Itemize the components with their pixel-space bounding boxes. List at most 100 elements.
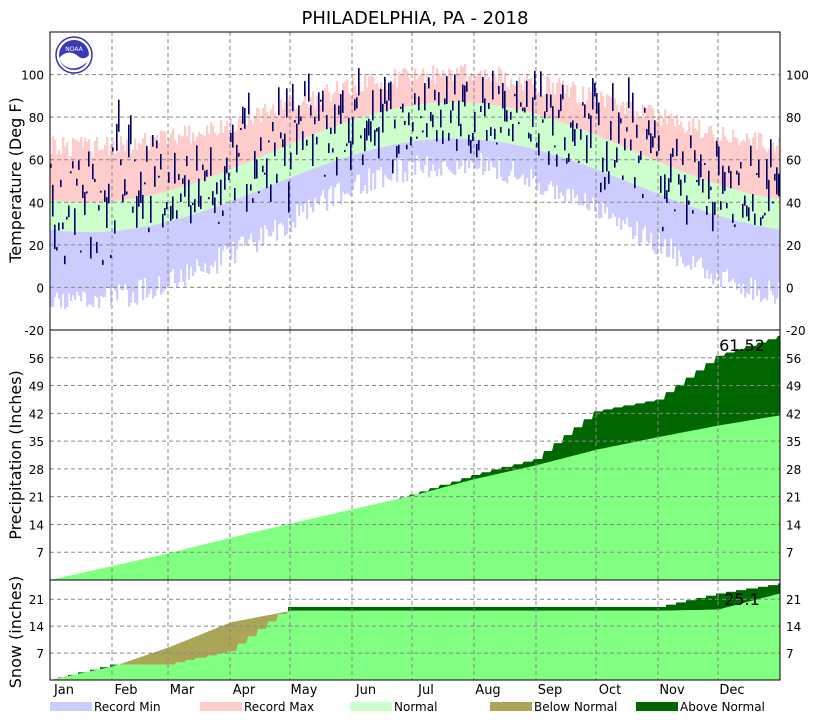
record-min-bar — [96, 231, 99, 298]
record-min-bar — [222, 204, 225, 251]
snow-above-normal-bar — [660, 606, 663, 611]
normal-bar — [410, 105, 413, 142]
observed-temp-bar — [398, 144, 400, 154]
observed-temp-bar — [356, 97, 358, 109]
normal-bar — [250, 161, 253, 194]
snow-below-normal-bar — [190, 638, 193, 661]
observed-temp-bar — [660, 175, 662, 193]
normal-bar — [672, 167, 675, 200]
normal-bar — [186, 185, 189, 217]
record-max-bar — [702, 136, 705, 180]
record-max-bar — [558, 78, 561, 122]
normal-bar — [778, 199, 781, 230]
record-min-bar — [308, 170, 311, 200]
normal-bar — [520, 110, 523, 147]
observed-temp-bar — [126, 191, 128, 195]
observed-temp-bar — [596, 93, 598, 114]
record-min-bar — [356, 153, 359, 175]
record-max-bar — [738, 144, 741, 191]
record-min-bar — [560, 156, 563, 193]
record-max-bar — [692, 117, 695, 176]
record-min-bar — [394, 144, 397, 161]
observed-temp-bar — [296, 123, 298, 155]
record-min-bar — [584, 165, 587, 193]
observed-temp-bar — [104, 190, 106, 203]
observed-temp-bar — [676, 138, 678, 157]
record-min-bar — [72, 231, 75, 296]
normal-bar — [484, 104, 487, 141]
normal-bar — [202, 180, 205, 212]
snow-above-normal-bar — [112, 664, 115, 667]
snow-above-normal-bar — [680, 602, 683, 611]
precip-tick-label-left: 42 — [29, 407, 44, 421]
record-max-bar — [508, 89, 511, 108]
observed-temp-bar — [604, 176, 606, 190]
observed-temp-bar — [206, 169, 208, 177]
record-max-bar — [278, 110, 281, 150]
snow-above-normal-bar — [398, 606, 401, 611]
record-max-bar — [660, 125, 663, 163]
record-max-bar — [262, 107, 265, 156]
record-min-bar — [388, 145, 391, 180]
record-max-bar — [170, 132, 173, 191]
observed-temp-bar — [680, 179, 682, 196]
record-min-bar — [68, 231, 71, 294]
normal-bar — [96, 202, 99, 232]
record-max-bar — [118, 151, 121, 201]
normal-bar — [454, 102, 457, 139]
record-min-bar — [240, 197, 243, 237]
snow-above-normal-bar — [514, 606, 517, 611]
record-min-bar — [532, 148, 535, 179]
snow-above-normal-bar — [774, 585, 777, 596]
observed-temp-bar — [332, 148, 334, 153]
observed-temp-bar — [220, 179, 222, 206]
normal-bar — [226, 170, 229, 203]
snow-above-normal-bar — [302, 606, 305, 611]
normal-bar — [670, 166, 673, 199]
record-max-bar — [586, 99, 589, 132]
snow-above-normal-bar — [466, 606, 469, 611]
normal-bar — [696, 177, 699, 209]
record-max-bar — [172, 128, 175, 190]
record-min-bar — [128, 229, 131, 307]
snow-above-normal-bar — [310, 606, 313, 611]
normal-bar — [744, 192, 747, 223]
record-min-bar — [758, 225, 761, 290]
record-min-bar — [220, 204, 223, 266]
record-min-bar — [88, 232, 91, 305]
snow-below-normal-bar — [140, 656, 143, 665]
record-max-bar — [204, 136, 207, 180]
observed-temp-bar — [362, 154, 364, 165]
observed-temp-bar — [602, 157, 604, 173]
normal-bar — [126, 199, 129, 230]
observed-temp-bar — [304, 80, 306, 97]
observed-temp-bar — [598, 102, 600, 126]
record-min-bar — [594, 168, 597, 213]
record-max-bar — [414, 68, 417, 106]
record-max-bar — [640, 117, 643, 155]
normal-bar — [146, 196, 149, 227]
snow-above-normal-bar — [380, 606, 383, 611]
record-min-bar — [446, 138, 449, 167]
record-max-bar — [584, 104, 587, 131]
observed-temp-bar — [244, 108, 246, 129]
precip-tick-label-right: 28 — [786, 463, 801, 477]
snow-above-normal-bar — [776, 585, 779, 595]
record-min-bar — [74, 231, 77, 301]
normal-bar — [630, 149, 633, 184]
observed-temp-bar — [556, 154, 558, 167]
temp-tick-label-left: 0 — [36, 281, 44, 295]
normal-bar — [602, 138, 605, 172]
record-max-bar — [286, 103, 289, 146]
observed-temp-bar — [144, 182, 146, 185]
snow-above-normal-bar — [734, 591, 737, 606]
record-max-bar — [762, 146, 765, 197]
record-max-bar — [644, 116, 647, 156]
observed-temp-bar — [160, 154, 162, 170]
snow-above-normal-bar — [612, 606, 615, 611]
normal-bar — [238, 166, 241, 199]
record-max-bar — [504, 72, 507, 107]
normal-bar — [774, 198, 777, 229]
record-max-bar — [394, 68, 397, 109]
record-min-bar — [678, 202, 681, 251]
